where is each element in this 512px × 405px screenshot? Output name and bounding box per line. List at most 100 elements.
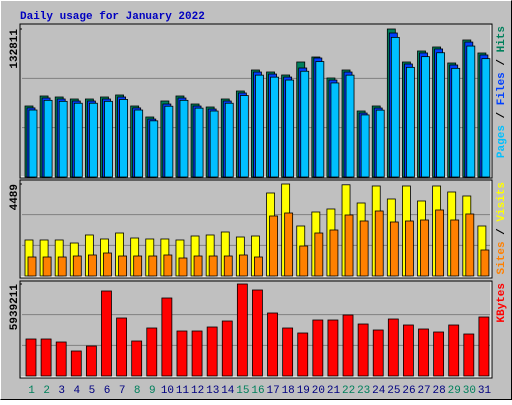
bar	[148, 255, 158, 277]
bar	[163, 254, 173, 277]
bar	[101, 290, 112, 377]
bar	[299, 245, 309, 277]
legend-entry: Hits	[496, 26, 508, 52]
x-tick-label: 12	[191, 385, 204, 397]
bar	[285, 79, 295, 178]
chart-title: Daily usage for January 2022	[20, 11, 205, 23]
x-tick-label: 3	[58, 385, 65, 397]
x-tick-label: 14	[221, 385, 235, 397]
bar	[342, 314, 354, 377]
bar	[87, 254, 97, 277]
panel-bevel	[21, 181, 492, 278]
bar	[116, 317, 127, 377]
x-tick-label: 13	[206, 385, 219, 397]
bar	[161, 297, 173, 377]
bar	[315, 61, 325, 178]
legend: Sites / Visits	[496, 182, 508, 274]
bar	[406, 66, 415, 178]
bar	[284, 212, 294, 277]
x-tick-label: 15	[236, 385, 249, 397]
x-tick-label: 16	[251, 385, 264, 397]
bar	[314, 232, 324, 277]
bar	[164, 105, 174, 178]
x-tick-label: 10	[161, 385, 174, 397]
x-tick-label: 19	[297, 385, 310, 397]
x-tick-label: 23	[357, 385, 370, 397]
bar	[193, 255, 203, 277]
bar	[433, 331, 445, 377]
panel-bevel	[21, 282, 492, 378]
bar	[223, 255, 233, 277]
bar	[104, 100, 113, 178]
x-tick-label: 22	[342, 385, 355, 397]
bar	[405, 220, 414, 277]
y-tick-label: 132811	[9, 29, 21, 69]
bar	[478, 316, 490, 377]
bar	[267, 312, 278, 377]
bar	[221, 320, 233, 377]
bar	[418, 328, 429, 377]
bar	[450, 219, 460, 277]
x-tick-label: 29	[448, 385, 461, 397]
bar	[72, 255, 82, 277]
legend-separator: /	[496, 52, 508, 72]
legend-entry: KBytes	[496, 283, 508, 323]
bar	[206, 326, 218, 377]
bar	[345, 74, 355, 178]
x-tick-label: 5	[89, 385, 96, 397]
bar	[330, 82, 340, 178]
bar	[270, 76, 279, 178]
bar	[360, 114, 370, 178]
bar	[27, 256, 37, 277]
bar	[357, 323, 369, 377]
bar	[297, 332, 309, 377]
bar	[42, 256, 52, 277]
bar	[179, 99, 189, 178]
legend-separator: /	[496, 105, 508, 125]
bar	[209, 110, 219, 178]
x-tick-label: 27	[417, 385, 430, 397]
x-tick-label: 21	[327, 385, 341, 397]
x-tick-label: 30	[463, 385, 476, 397]
bar	[119, 99, 128, 178]
legend-entry: Files	[496, 72, 508, 105]
legend-entry: Pages	[496, 125, 508, 158]
x-tick-label: 17	[266, 385, 279, 397]
bar	[85, 345, 97, 377]
bar	[451, 67, 461, 178]
x-tick-label: 20	[312, 385, 325, 397]
bar	[421, 56, 430, 178]
x-tick-label: 4	[74, 385, 81, 397]
bar	[103, 252, 112, 277]
bar	[344, 214, 354, 277]
bar	[254, 256, 263, 277]
bar	[282, 327, 294, 377]
bar	[239, 95, 249, 178]
bar	[252, 289, 263, 377]
x-tick-label: 25	[387, 385, 400, 397]
bar	[463, 333, 475, 377]
bar	[43, 99, 53, 178]
bar	[389, 221, 399, 277]
legend: Pages / Files / Hits	[496, 26, 508, 158]
bar	[194, 107, 204, 178]
y-tick-label: 4489	[9, 184, 21, 210]
bar	[236, 283, 248, 377]
x-tick-label: 8	[134, 385, 141, 397]
bar	[375, 109, 385, 178]
y-tick-label: 5939211	[9, 284, 21, 331]
bar	[88, 102, 98, 178]
bar	[374, 210, 384, 277]
legend: KBytes	[496, 283, 508, 323]
bar	[435, 209, 445, 277]
x-tick-label: 6	[104, 385, 111, 397]
bar	[57, 256, 67, 277]
x-tick-label: 2	[43, 385, 50, 397]
x-tick-label: 11	[176, 385, 190, 397]
bar	[448, 324, 460, 377]
bar	[73, 102, 83, 178]
bar	[436, 52, 446, 178]
bar	[178, 257, 188, 277]
